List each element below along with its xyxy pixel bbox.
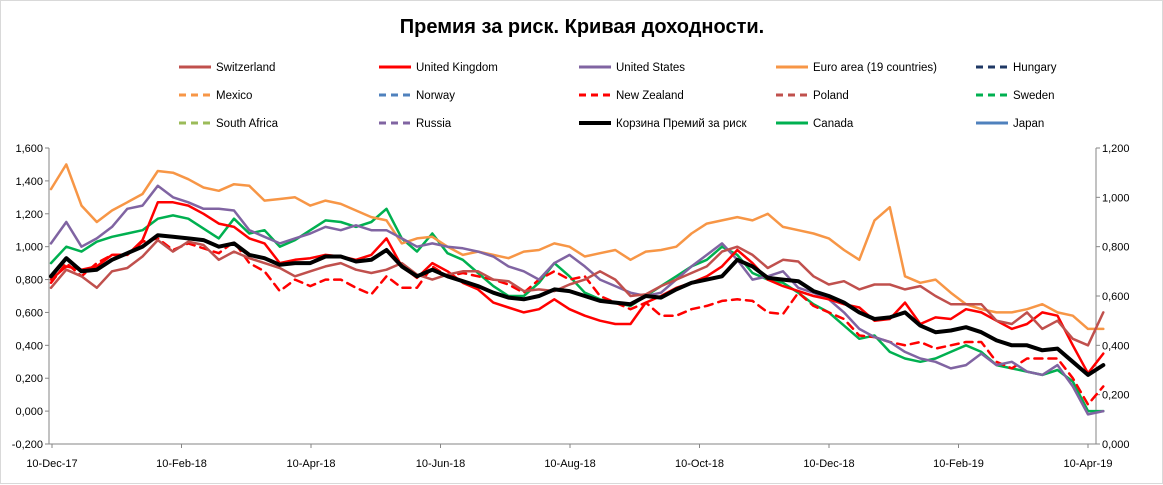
left-tick-label: 1,200 [15,209,43,221]
x-tick-label: 10-Jun-18 [416,458,466,470]
right-tick-label: 0,600 [1102,291,1130,303]
series-line-canada [49,207,1105,413]
legend-label: United States [616,62,685,74]
left-tick-label: 1,000 [15,242,43,254]
left-tick-label: 0,400 [15,340,43,352]
right-tick-label: 0,400 [1102,340,1130,352]
legend-label: Russia [416,118,452,130]
x-tick-label: 10-Oct-18 [675,458,724,470]
left-tick-label: 0,800 [15,275,43,287]
x-tick-label: 10-Feb-18 [156,458,207,470]
left-tick-label: 0,200 [15,373,43,385]
left-tick-label: 1,600 [15,143,43,155]
x-tick-label: 10-Feb-19 [933,458,984,470]
legend-label: Корзина Премий за риск [616,118,747,130]
right-tick-label: 0,000 [1102,439,1130,451]
legend-label: Hungary [1013,62,1057,74]
right-tick-label: 0,200 [1102,390,1130,402]
axes: -0,200 0,000 0,200 0,400 0,600 0,800 1,000 1,20… [12,143,1130,470]
series-line-united-kingdom [49,201,1105,375]
legend-label: Japan [1013,118,1044,130]
legend-label: Poland [813,90,849,102]
legend-label: United Kingdom [416,62,498,74]
left-tick-label: -0,200 [12,439,43,451]
series-line-united-states [49,184,1105,416]
x-tick-label: 10-Dec-17 [26,458,77,470]
legend-label: Euro area (19 countries) [813,62,937,74]
right-tick-label: 0,800 [1102,242,1130,254]
legend: Switzerland United Kingdom United States Eu… [179,62,1057,130]
legend-label: New Zealand [616,90,684,102]
x-tick-label: 10-Dec-18 [803,458,854,470]
legend-label: Sweden [1013,90,1055,102]
legend-label: Switzerland [216,62,275,74]
legend-label: South Africa [216,118,279,130]
legend-label: Canada [813,118,854,130]
left-tick-label: 0,600 [15,307,43,319]
x-tick-label: 10-Aug-18 [544,458,595,470]
series-lines [49,163,1106,416]
series-line-euro-area-19-countries- [49,163,1105,331]
series-line-switzerland [49,238,1105,347]
left-tick-label: 0,000 [15,406,43,418]
right-tick-label: 1,200 [1102,143,1130,155]
left-tick-label: 1,400 [15,176,43,188]
right-tick-label: 1,000 [1102,192,1130,204]
legend-label: Mexico [216,90,252,102]
series-line-new-zealand [49,237,1105,406]
chart-title: Премия за риск. Кривая доходности. [400,16,764,38]
x-tick-label: 10-Apr-19 [1064,458,1113,470]
x-tick-label: 10-Apr-18 [287,458,336,470]
legend-label: Norway [416,90,455,102]
series-line-корзина-премий-за-риск [49,233,1106,377]
